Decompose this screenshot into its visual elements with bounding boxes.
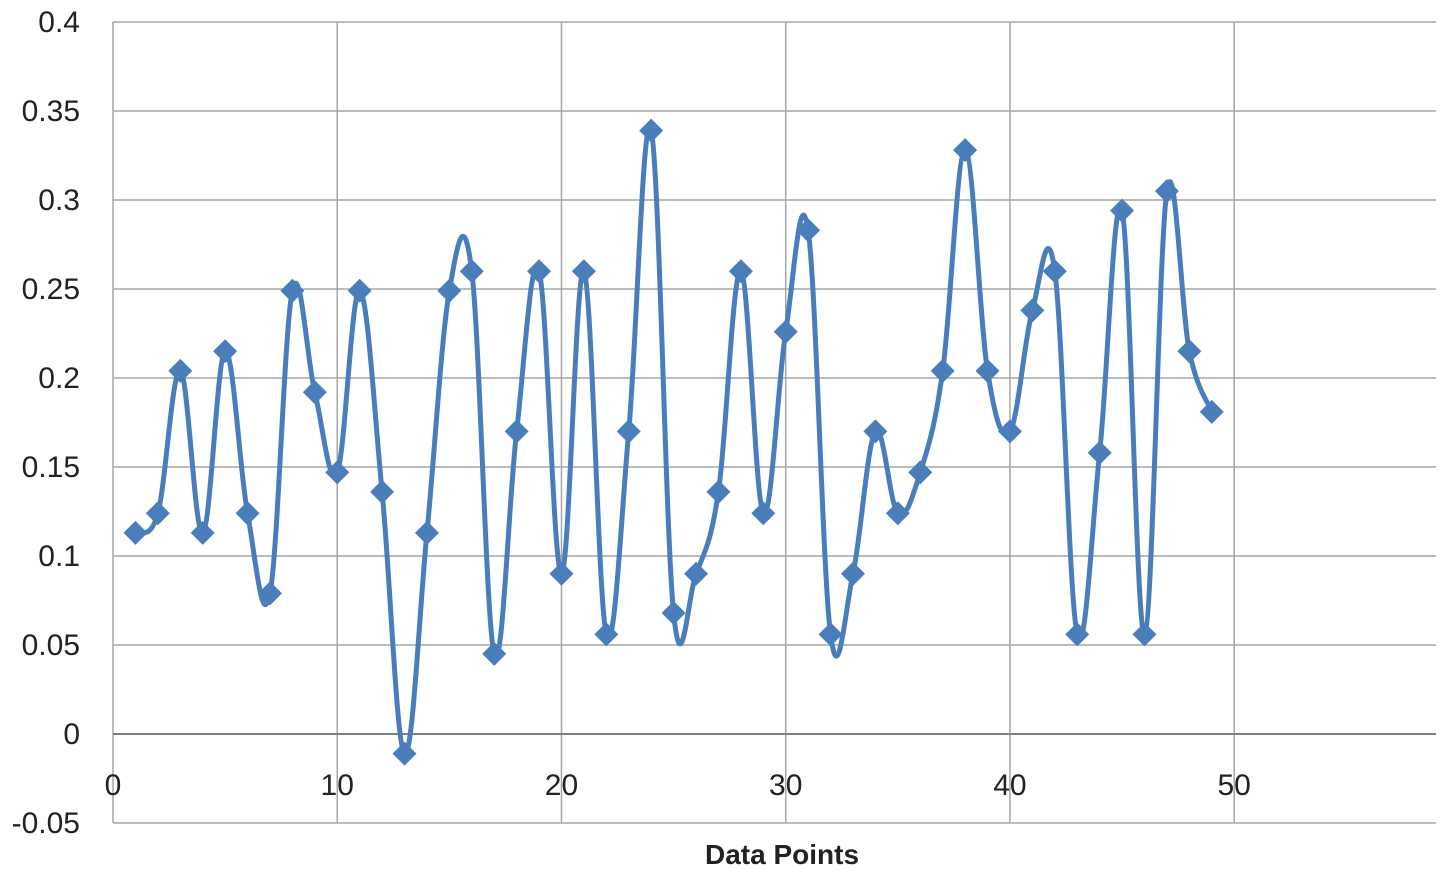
data-point-marker (123, 520, 148, 545)
data-point-marker (840, 561, 865, 586)
data-point-marker (728, 259, 753, 284)
data-point-marker (190, 520, 215, 545)
data-point-marker (235, 501, 260, 526)
y-tick-label: -0.05 (12, 807, 80, 840)
data-point-marker (1177, 339, 1202, 364)
y-tick-label: 0.4 (38, 6, 80, 39)
data-point-marker (594, 622, 619, 647)
data-point-marker (145, 501, 170, 526)
data-point-marker (616, 419, 641, 444)
x-tick-label: 50 (1217, 769, 1250, 802)
data-point-marker (1020, 298, 1045, 323)
data-point-marker (1199, 399, 1224, 424)
data-point-marker (1065, 622, 1090, 647)
y-tick-label: 0.2 (38, 362, 80, 395)
data-point-marker (908, 460, 933, 485)
data-point-marker (527, 259, 552, 284)
y-tick-label: 0.35 (22, 95, 80, 128)
data-point-marker (661, 600, 686, 625)
y-tick-label: 0.1 (38, 540, 80, 573)
x-tick-labels: 0 10 20 30 40 50 (105, 769, 1251, 802)
data-point-marker (863, 419, 888, 444)
data-point-marker (168, 358, 193, 383)
data-point-marker (796, 218, 821, 243)
data-point-marker (1132, 622, 1157, 647)
data-point-marker (257, 581, 282, 606)
series-line (133, 125, 1215, 757)
data-point-marker (818, 622, 843, 647)
data-point-marker (392, 741, 417, 766)
data-point-marker (325, 460, 350, 485)
data-point-marker (773, 319, 798, 344)
y-tick-label: 0 (63, 718, 80, 751)
data-point-marker (370, 479, 395, 504)
data-point-marker (885, 501, 910, 526)
y-tick-label: 0.05 (22, 629, 80, 662)
data-point-marker (1087, 440, 1112, 465)
y-tick-label: 0.15 (22, 451, 80, 484)
data-point-marker (302, 380, 327, 405)
y-tick-labels: -0.05 0 0.05 0.1 0.15 0.2 0.25 0.3 0.35 0.4 (12, 6, 80, 840)
x-tick-label: 0 (105, 769, 122, 802)
x-tick-label: 20 (545, 769, 578, 802)
data-point-marker (414, 520, 439, 545)
data-point-marker (975, 358, 1000, 383)
data-point-marker (1154, 179, 1179, 204)
data-point-marker (997, 419, 1022, 444)
y-tick-label: 0.25 (22, 273, 80, 306)
data-point-marker (1042, 259, 1067, 284)
data-point-marker (213, 339, 238, 364)
data-point-marker (437, 278, 462, 303)
data-point-marker (459, 259, 484, 284)
data-point-marker (549, 561, 574, 586)
data-point-marker (930, 358, 955, 383)
data-point-marker (706, 479, 731, 504)
data-point-marker (504, 419, 529, 444)
x-tick-label: 40 (993, 769, 1026, 802)
y-tick-label: 0.3 (38, 184, 80, 217)
data-point-marker (684, 561, 709, 586)
data-point-marker (280, 278, 305, 303)
x-tick-label: 10 (321, 769, 354, 802)
data-point-marker (953, 138, 978, 163)
data-point-marker (347, 278, 372, 303)
x-tick-label: 30 (769, 769, 802, 802)
data-point-marker (639, 118, 664, 143)
x-axis-title: Data Points (705, 839, 859, 870)
data-point-marker (571, 259, 596, 284)
data-point-marker (751, 501, 776, 526)
data-point-marker (482, 641, 507, 666)
data-point-marker (1110, 198, 1135, 223)
data-series (123, 118, 1224, 766)
